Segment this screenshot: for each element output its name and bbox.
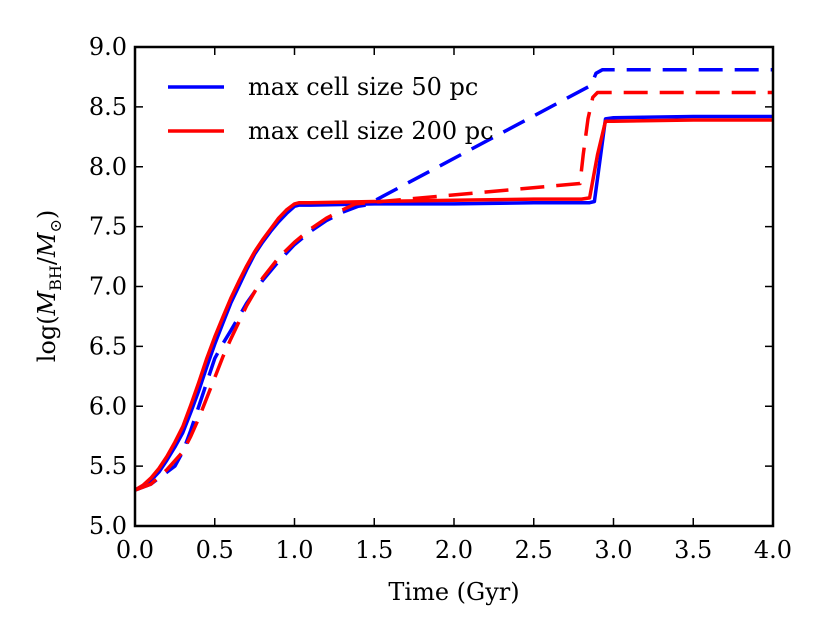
x-tick-label: 2.0 [435, 536, 473, 564]
y-tick-label: 5.0 [89, 512, 127, 540]
y-axis-label: log(MBH/M⊙) [33, 210, 65, 363]
x-tick-label: 4.0 [754, 536, 792, 564]
legend-label-50pc: max cell size 50 pc [248, 73, 478, 101]
y-tick-label: 5.5 [89, 452, 127, 480]
y-tick-label: 8.0 [89, 153, 127, 181]
series-line-dashed-200pc [135, 90, 773, 492]
legend: max cell size 50 pc max cell size 200 pc [168, 73, 494, 145]
x-tick-label: 0.5 [196, 536, 234, 564]
y-tick-label: 6.5 [89, 332, 127, 360]
y-tick-label: 8.5 [89, 93, 127, 121]
axis-ticks: 0.0 0.5 1.0 1.5 2.0 2.5 3.0 3.5 4.0 5.0 5.5 6.0 6.5 7… [89, 33, 792, 564]
series-line-solid-200pc [135, 118, 773, 492]
x-tick-label: 0.0 [116, 536, 154, 564]
y-tick-label: 9.0 [89, 33, 127, 61]
y-tick-label: 6.0 [89, 392, 127, 420]
legend-label-200pc: max cell size 200 pc [248, 117, 494, 145]
series-line-solid-50pc [135, 114, 773, 492]
plot-frame [133, 45, 775, 528]
y-tick-label: 7.0 [89, 273, 127, 301]
y-tick-label: 7.5 [89, 213, 127, 241]
x-tick-label: 3.0 [594, 536, 632, 564]
series-line-dashed-50pc [135, 68, 773, 492]
x-tick-label: 1.5 [355, 536, 393, 564]
x-tick-label: 2.5 [515, 536, 553, 564]
x-tick-label: 3.5 [674, 536, 712, 564]
x-axis-label: Time (Gyr) [388, 578, 519, 606]
x-tick-label: 1.0 [275, 536, 313, 564]
